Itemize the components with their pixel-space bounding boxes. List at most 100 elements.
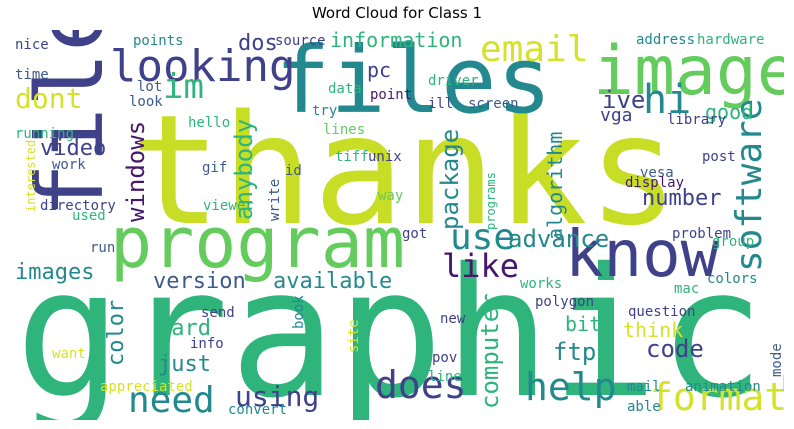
word-good: good xyxy=(705,100,754,124)
word-group: group xyxy=(712,234,755,250)
word-polygon: polygon xyxy=(535,294,595,310)
word-image: image xyxy=(593,32,784,111)
word-email: email xyxy=(480,30,589,70)
word-using: using xyxy=(235,380,320,413)
word-nice: nice xyxy=(15,37,49,53)
word-display: display xyxy=(625,175,685,191)
word-computer: computer xyxy=(476,293,504,409)
word-just: just xyxy=(158,352,211,377)
word-does: does xyxy=(375,363,467,407)
word-bit: bit xyxy=(565,312,602,336)
word-pc: pc xyxy=(367,58,392,82)
word-hello: hello xyxy=(188,115,231,131)
word-send: send xyxy=(201,305,235,321)
word-lines: lines xyxy=(323,122,366,138)
word-cloud: thanksgraphics files file image program know e… xyxy=(10,30,784,420)
word-available: available xyxy=(273,269,393,294)
word-looking: looking xyxy=(110,41,296,92)
word-work: work xyxy=(52,157,86,173)
word-pov: pov xyxy=(432,350,458,366)
word-version: version xyxy=(153,269,246,294)
word-code: code xyxy=(646,335,704,363)
word-information: information xyxy=(330,30,463,52)
chart-title: Word Cloud for Class 1 xyxy=(311,4,483,22)
word-package: package xyxy=(436,128,464,230)
word-card: card xyxy=(158,316,211,341)
word-run: run xyxy=(90,240,116,256)
word-advance: advance xyxy=(508,225,610,253)
word-interested: interested xyxy=(24,139,38,212)
word-data: data xyxy=(328,81,362,97)
word-files: files xyxy=(275,30,552,134)
word-id: id xyxy=(285,163,302,179)
word-address: address xyxy=(636,32,696,48)
word-animation: animation xyxy=(685,379,761,395)
word-got: got xyxy=(402,226,428,242)
word-running: running xyxy=(15,126,75,142)
word-think: think xyxy=(623,318,684,342)
word-hardware: hardware xyxy=(697,32,765,48)
word-vesa: vesa xyxy=(640,165,674,181)
word-write: write xyxy=(267,178,283,221)
word-try: try xyxy=(312,103,338,119)
word-video: video xyxy=(40,136,107,161)
word-problem: problem xyxy=(672,226,732,242)
word-hi: hi xyxy=(643,77,692,123)
word-line: line xyxy=(428,369,462,385)
word-used: used xyxy=(72,208,106,224)
word-library: library xyxy=(667,112,727,128)
word-graphics: graphics xyxy=(15,230,784,421)
word-know: know xyxy=(565,218,720,292)
word-help: help xyxy=(525,365,617,409)
word-look: look xyxy=(129,94,163,110)
word-want: want xyxy=(52,346,86,362)
word-able: able xyxy=(627,399,661,415)
word-ill: ill xyxy=(428,96,454,112)
word-programs: programs xyxy=(484,172,498,230)
word-colors: colors xyxy=(707,271,758,287)
word-vga: vga xyxy=(600,105,633,126)
word-program: program xyxy=(110,202,406,284)
word-number: number xyxy=(642,186,722,211)
word-viewer: viewer xyxy=(203,198,254,214)
word-info: info xyxy=(190,336,224,352)
word-points: points xyxy=(133,33,184,49)
word-like: like xyxy=(442,247,520,285)
word-unix: unix xyxy=(368,149,402,165)
word-images: images xyxy=(15,260,95,285)
word-point: point xyxy=(370,87,413,103)
word-convert: convert xyxy=(228,402,288,418)
word-thanks: thanks xyxy=(130,82,680,259)
word-driver: driver xyxy=(428,73,479,89)
word-mode: mode xyxy=(769,343,784,377)
word-site: site xyxy=(346,319,362,353)
word-ive: ive xyxy=(602,86,646,114)
word-color: color xyxy=(104,299,129,366)
word-book: book xyxy=(291,295,307,329)
word-way: way xyxy=(378,188,404,204)
word-source: source xyxy=(275,33,326,49)
word-post: post xyxy=(702,149,736,165)
word-dos: dos xyxy=(238,31,278,56)
word-dont: dont xyxy=(15,82,83,115)
word-im: im xyxy=(163,67,204,107)
word-question: question xyxy=(628,304,696,320)
word-use: use xyxy=(450,217,516,258)
word-format: format xyxy=(650,375,784,419)
word-works: works xyxy=(520,276,563,292)
word-appreciated: appreciated xyxy=(100,379,193,395)
word-algorithm: algorithm xyxy=(543,131,567,240)
word-mac: mac xyxy=(674,281,700,297)
word-new: new xyxy=(440,311,466,327)
word-mail: mail xyxy=(627,379,661,395)
word-screen: screen xyxy=(468,96,519,112)
word-time: time xyxy=(15,67,49,83)
word-lot: lot xyxy=(137,79,163,95)
word-gif: gif xyxy=(202,160,228,176)
word-windows: windows xyxy=(122,120,150,222)
word-directory: directory xyxy=(40,198,116,214)
word-file: file xyxy=(17,30,124,218)
word-tiff: tiff xyxy=(335,149,369,165)
word-need: need xyxy=(128,380,215,420)
word-ftp: ftp xyxy=(553,338,597,366)
